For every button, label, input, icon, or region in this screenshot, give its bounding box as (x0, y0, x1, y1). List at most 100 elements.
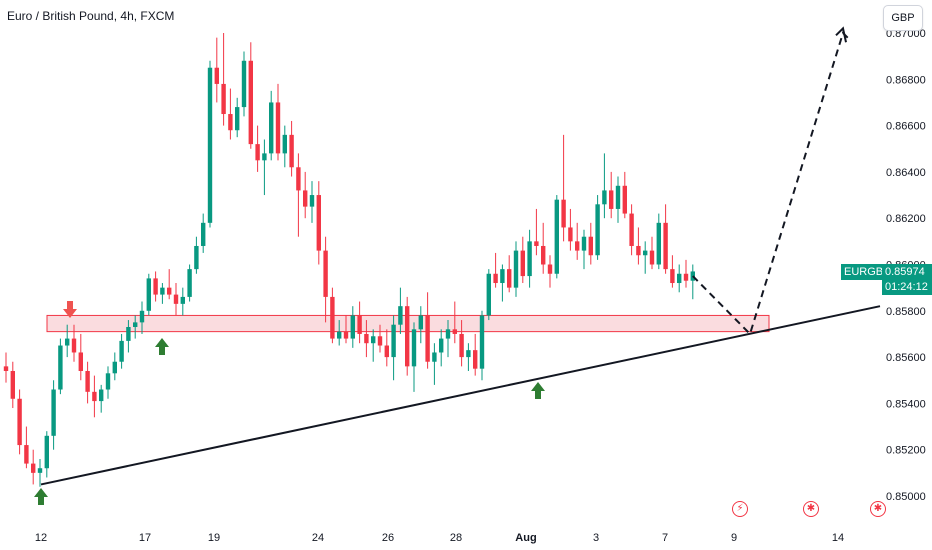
candle-body (235, 107, 240, 131)
candle-body (398, 306, 403, 325)
candle-body (500, 269, 505, 284)
candle-body (153, 278, 158, 295)
candle-body (445, 329, 451, 339)
markers-group (34, 301, 545, 505)
candle-body (507, 269, 512, 288)
symbol-label: EURGBP (844, 266, 891, 278)
candle-body (241, 60, 247, 108)
price-tick-label: 0.85400 (886, 398, 926, 410)
time-tick-label: 26 (382, 532, 394, 544)
candle-body (119, 340, 124, 362)
time-tick-label: 3 (593, 532, 599, 544)
candle-body (425, 315, 430, 362)
time-tick-label: 14 (832, 532, 844, 544)
candle-body (180, 296, 185, 304)
bar-countdown: 01:24:12 (882, 280, 932, 295)
candle-body (602, 190, 607, 205)
candle-body (296, 167, 301, 191)
candle-body (85, 370, 90, 392)
candle-body (105, 373, 111, 390)
uk-flag-icon[interactable]: ✱ (870, 501, 886, 517)
candle-body (636, 245, 641, 256)
time-axis: 12 17 19 24 26 28 Aug 3 7 9 14 (35, 532, 844, 544)
candle-body (466, 350, 471, 358)
price-tick-label: 0.85200 (886, 445, 926, 457)
arrow-up-marker (155, 338, 169, 355)
candle-body (629, 213, 634, 246)
candle-body (547, 264, 553, 274)
candle-body (228, 114, 233, 131)
time-tick-label: 12 (35, 532, 47, 544)
candle-body (3, 366, 9, 371)
projection-path (692, 31, 851, 336)
candle-body (405, 306, 410, 367)
candle-body (323, 250, 328, 297)
candle-body (649, 250, 655, 265)
candle-body (663, 222, 668, 270)
flash-icon[interactable]: ⚡ (732, 501, 748, 517)
price-tick-label: 0.86400 (886, 167, 926, 179)
candle-body (173, 294, 179, 304)
candle-body (479, 315, 485, 369)
candle-body (214, 67, 219, 84)
candle-body (337, 331, 342, 339)
time-tick-label: 28 (450, 532, 462, 544)
time-tick-label: Aug (515, 532, 536, 544)
projection-arrowhead (835, 26, 847, 43)
price-tick-label: 0.85800 (886, 306, 926, 318)
candle-body (309, 195, 315, 207)
candle-body (316, 195, 321, 251)
time-tick-label: 17 (139, 532, 151, 544)
candle-body (473, 350, 478, 369)
candle-body (160, 287, 165, 295)
candle-body (37, 468, 43, 473)
candle-body (615, 185, 621, 209)
projection-group (692, 26, 851, 336)
candle-body (330, 296, 335, 339)
candle-body (418, 315, 423, 330)
candle-body (554, 199, 559, 274)
candle-body (71, 338, 77, 353)
time-tick-label: 19 (208, 532, 220, 544)
candle-body (561, 199, 566, 228)
candle-body (357, 315, 362, 334)
candle-body (10, 370, 15, 399)
price-tick-label: 0.86800 (886, 74, 926, 86)
candle-body (588, 236, 593, 256)
arrow-up-marker (34, 488, 48, 505)
candle-body (534, 241, 539, 246)
candle-body (99, 389, 104, 402)
candle-body (24, 445, 29, 464)
candle-body (384, 345, 389, 358)
candle-body (527, 241, 532, 277)
last-price-value: 0.85974 (882, 264, 932, 280)
candle-body (255, 144, 260, 161)
price-tick-label: 0.86200 (886, 213, 926, 225)
candle-body (126, 327, 131, 341)
candle-body (58, 345, 63, 390)
uk-flag-icon[interactable]: ✱ (803, 501, 819, 517)
chart-title: Euro / British Pound, 4h, FXCM (7, 9, 175, 23)
candle-body (677, 273, 682, 284)
candle-body (133, 322, 138, 328)
candle-body (92, 391, 97, 402)
candle-body (112, 361, 117, 374)
candle-body (343, 331, 349, 339)
candle-body (581, 236, 587, 251)
candle-body (194, 245, 199, 270)
candle-body (167, 287, 172, 295)
candle-body (656, 222, 661, 265)
candles-group (3, 33, 695, 487)
candle-body (452, 329, 457, 334)
candle-body (459, 333, 464, 358)
candle-body (371, 336, 376, 344)
currency-button[interactable]: GBP (883, 5, 923, 31)
price-tick-label: 0.85000 (886, 491, 926, 503)
candle-body (391, 324, 396, 358)
candle-body (493, 273, 498, 284)
candle-body (513, 250, 519, 288)
candle-body (643, 250, 648, 256)
candle-body (65, 338, 70, 346)
candle-body (207, 67, 213, 223)
